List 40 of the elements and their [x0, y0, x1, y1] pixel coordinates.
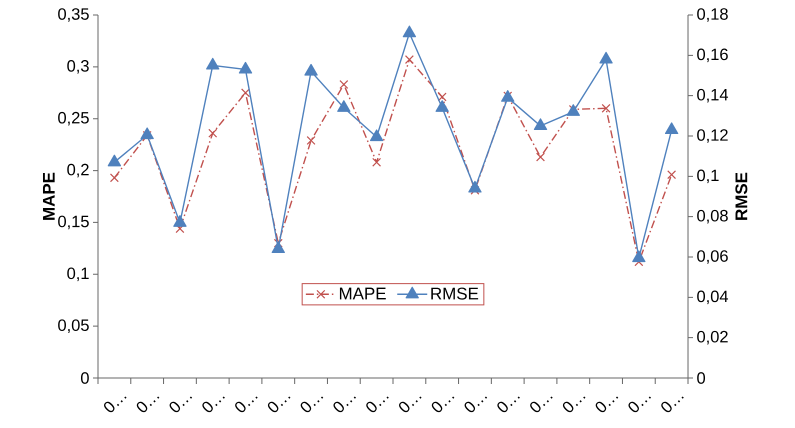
- y-tick-label: 0,2: [67, 164, 89, 178]
- x-tick-label: 0…: [104, 396, 127, 412]
- x-tick-label: 0…: [235, 396, 258, 412]
- y2-tick-label: 0,14: [697, 88, 728, 102]
- y2-tick-label: 0,12: [697, 129, 728, 143]
- x-tick-label: 0…: [530, 396, 553, 412]
- legend-label: RMSE: [431, 288, 478, 300]
- y-tick-label: 0,05: [58, 319, 89, 333]
- x-tick-label: 0…: [661, 396, 684, 412]
- x-tick-label: 0…: [268, 396, 290, 412]
- x-tick-label: 0…: [596, 396, 618, 412]
- y-tick-label: 0,15: [58, 216, 89, 230]
- y2-tick-label: 0,18: [697, 8, 728, 22]
- x-tick-label: 0…: [628, 396, 652, 412]
- y2-tick-label: 0,1: [697, 170, 719, 184]
- x-tick-label: 0…: [432, 396, 454, 412]
- y2-tick-label: 0,08: [697, 210, 728, 224]
- y-tick-label: 0,1: [67, 267, 89, 282]
- y2-tick-label: 0,02: [697, 330, 728, 344]
- x-tick-label: 0…: [333, 396, 356, 412]
- x-tick-label: 0…: [136, 396, 160, 412]
- x-tick-label: 0…: [300, 396, 324, 412]
- x-tick-label: 0…: [202, 396, 225, 412]
- y-axis-title: MAPE: [42, 172, 55, 220]
- x-tick-label: 0…: [366, 396, 389, 412]
- y-tick-label: 0,3: [67, 60, 89, 74]
- y2-axis-title: RMSE: [735, 172, 748, 220]
- y-tick-label: 0,25: [58, 112, 89, 126]
- y2-tick-label: 0,04: [697, 290, 728, 304]
- y2-tick-label: 0,06: [697, 250, 728, 264]
- x-tick-label: 0…: [562, 396, 586, 412]
- y2-tick-label: 0,16: [697, 48, 728, 62]
- x-tick-label: 0…: [497, 396, 520, 412]
- legend-label: MAPE: [340, 288, 386, 300]
- y2-tick-label: 0: [697, 372, 706, 384]
- x-tick-label: 0…: [464, 396, 488, 412]
- y-tick-label: 0,35: [58, 8, 89, 22]
- y-tick-label: 0: [80, 372, 89, 384]
- x-tick-label: 0…: [399, 396, 422, 412]
- x-tick-label: 0…: [170, 396, 192, 412]
